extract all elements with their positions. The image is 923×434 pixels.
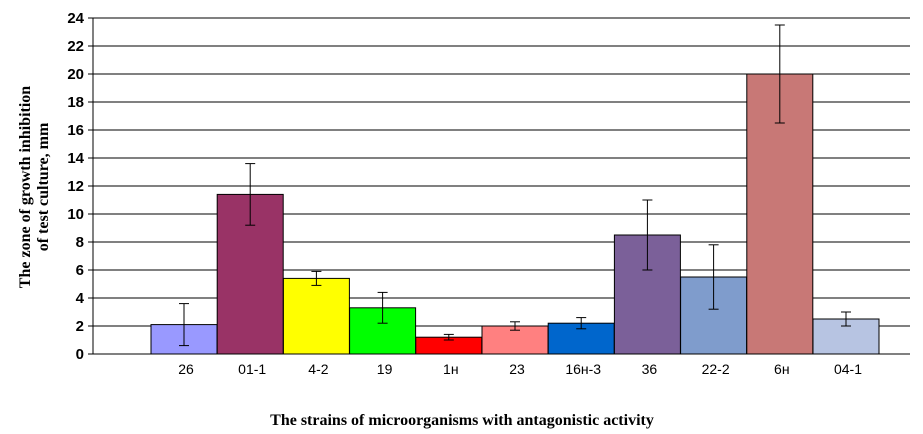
error-bar — [245, 163, 256, 226]
x-tick-label: 16н-3 — [565, 361, 601, 377]
y-tick-label: 2 — [76, 318, 84, 335]
y-tick-label: 18 — [67, 94, 84, 111]
error-bar — [377, 291, 388, 324]
x-tick-label: 22-2 — [702, 361, 730, 377]
error-bar — [708, 244, 719, 310]
y-tick-label: 8 — [76, 234, 84, 251]
error-bar — [443, 333, 454, 341]
y-tick-label: 4 — [76, 290, 85, 307]
error-bar — [642, 199, 653, 271]
y-tick-label: 24 — [67, 10, 84, 27]
y-tick-label: 16 — [67, 122, 84, 139]
x-tick-label: 6н — [774, 361, 790, 377]
y-tick-label: 0 — [76, 346, 84, 363]
x-tick-label: 23 — [509, 361, 525, 377]
error-bar — [179, 303, 189, 347]
x-tick-labels: 26 01-1 4-2 19 1н 23 16н-3 36 22-2 6н 04-1 — [178, 361, 862, 377]
x-tick-label: 26 — [178, 361, 194, 377]
y-tick-label: 6 — [76, 262, 84, 279]
y-tick-label: 12 — [67, 178, 84, 195]
error-bar — [510, 321, 520, 331]
y-tick-label: 14 — [67, 150, 84, 167]
error-bar — [311, 270, 322, 286]
x-tick-label: 4-2 — [308, 361, 328, 377]
error-bar — [576, 317, 587, 330]
bar-4-2 — [282, 277, 350, 355]
error-bar — [774, 24, 785, 124]
y-axis-title-line-1: The zone of growth inhibition — [17, 86, 34, 289]
y-axis-title-line-2: of test culture, mm — [35, 122, 52, 251]
error-bars — [179, 24, 851, 347]
x-tick-label: 1н — [443, 361, 459, 377]
y-tick-label: 22 — [67, 38, 84, 55]
x-tick-label: 36 — [642, 361, 658, 377]
x-tick-label: 01-1 — [238, 361, 266, 377]
y-tick-label: 20 — [67, 66, 84, 83]
x-tick-label: 19 — [377, 361, 393, 377]
axes — [92, 18, 910, 355]
x-axis-title: The strains of microorganisms with antag… — [270, 412, 654, 429]
error-bar — [841, 311, 851, 327]
y-tick-label: 10 — [67, 206, 84, 223]
x-tick-label: 04-1 — [834, 361, 862, 377]
